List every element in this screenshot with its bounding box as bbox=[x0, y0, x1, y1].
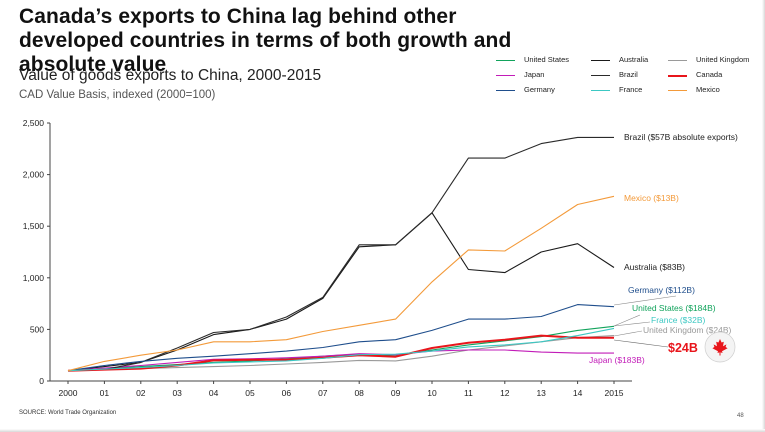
x-tick-label: 05 bbox=[245, 388, 255, 398]
leader-line bbox=[613, 314, 641, 327]
x-tick-label: 01 bbox=[100, 388, 110, 398]
x-tick-label: 10 bbox=[427, 388, 437, 398]
leader-line bbox=[613, 321, 651, 327]
series-line-mexico bbox=[67, 195, 615, 372]
legend-label: Germany bbox=[524, 85, 555, 94]
series-end-label-united-states: United States ($184B) bbox=[632, 303, 716, 313]
legend-swatch bbox=[496, 75, 515, 76]
leader-line bbox=[613, 295, 677, 306]
slide-bottom-shadow bbox=[0, 429, 765, 432]
y-tick-label: 1,000 bbox=[23, 273, 45, 283]
legend-label: Brazil bbox=[619, 70, 638, 79]
x-tick-label: 12 bbox=[500, 388, 510, 398]
series-line-germany bbox=[67, 304, 615, 372]
y-tick-label: 500 bbox=[30, 324, 44, 334]
legend-label: Japan bbox=[524, 70, 545, 79]
series-end-label-united-kingdom: United Kingdom ($24B) bbox=[643, 325, 732, 335]
canada-value-label: $24B bbox=[668, 341, 698, 355]
series-end-label-australia: Australia ($83B) bbox=[624, 262, 685, 272]
legend-swatch bbox=[668, 90, 687, 91]
x-tick-label: 06 bbox=[282, 388, 292, 398]
series-end-label-mexico: Mexico ($13B) bbox=[624, 193, 679, 203]
y-tick-label: 2,500 bbox=[23, 118, 45, 128]
series-line-australia bbox=[67, 212, 615, 372]
chart-legend: United States Australia United Kingdom Japa… bbox=[496, 55, 761, 99]
legend-swatch bbox=[496, 90, 515, 91]
canada-flag-icon bbox=[704, 331, 736, 363]
leader-line bbox=[613, 330, 643, 337]
series-line-brazil bbox=[67, 136, 614, 372]
legend-label: United States bbox=[524, 55, 570, 64]
legend-swatch bbox=[591, 90, 610, 91]
legend-label: Australia bbox=[619, 55, 649, 64]
legend-label: Mexico bbox=[696, 85, 720, 94]
x-tick-label: 04 bbox=[209, 388, 219, 398]
source-note: SOURCE: World Trade Organization bbox=[19, 410, 117, 416]
x-tick-label: 03 bbox=[172, 388, 182, 398]
legend-swatch bbox=[591, 75, 610, 76]
series-line-united-states bbox=[67, 325, 615, 372]
series-line-united-kingdom bbox=[67, 335, 615, 372]
series-line-japan bbox=[67, 349, 614, 372]
series-line-france bbox=[67, 327, 615, 372]
maple-leaf-shape bbox=[712, 339, 728, 356]
legend-swatch bbox=[668, 75, 687, 77]
page-title: Canada’s exports to China lag behind oth… bbox=[19, 5, 512, 76]
y-tick-label: 2,000 bbox=[23, 170, 45, 180]
series-end-label-japan: Japan ($183B) bbox=[589, 355, 645, 365]
series-end-label-brazil: Brazil ($57B absolute exports) bbox=[624, 132, 738, 142]
legend-swatch bbox=[496, 60, 515, 61]
x-tick-label: 02 bbox=[136, 388, 146, 398]
canada-leader-line bbox=[613, 339, 669, 348]
series-end-label-germany: Germany ($112B) bbox=[628, 285, 695, 295]
legend-swatch bbox=[591, 60, 610, 61]
chart-basis-note: CAD Value Basis, indexed (2000=100) bbox=[19, 89, 216, 101]
series-end-label-france: France ($32B) bbox=[651, 315, 705, 325]
legend-label: Canada bbox=[696, 70, 723, 79]
x-tick-label: 07 bbox=[318, 388, 328, 398]
x-tick-label: 14 bbox=[573, 388, 583, 398]
y-tick-label: 0 bbox=[39, 376, 44, 386]
x-tick-label: 08 bbox=[354, 388, 364, 398]
x-tick-label: 2000 bbox=[59, 388, 78, 398]
page-number: 48 bbox=[737, 413, 744, 419]
slide-edge-shadow bbox=[762, 0, 765, 432]
x-tick-label: 13 bbox=[536, 388, 546, 398]
x-tick-label: 09 bbox=[391, 388, 401, 398]
y-tick-label: 1,500 bbox=[23, 221, 45, 231]
legend-label: France bbox=[619, 85, 643, 94]
legend-swatch bbox=[668, 60, 687, 61]
chart-subtitle: Value of goods exports to China, 2000-20… bbox=[19, 67, 322, 84]
x-tick-label: 11 bbox=[464, 388, 473, 398]
x-tick-label: 2015 bbox=[605, 388, 624, 398]
legend-label: United Kingdom bbox=[696, 55, 750, 64]
series-line-canada bbox=[67, 334, 614, 372]
